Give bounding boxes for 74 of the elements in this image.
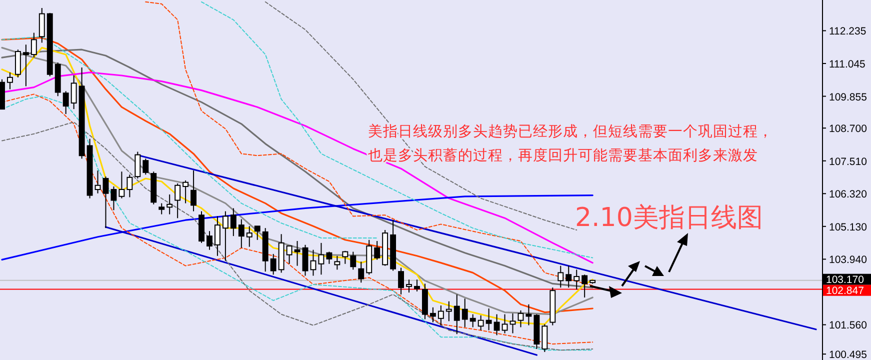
candlestick	[254, 226, 260, 240]
candlestick	[158, 202, 165, 215]
annotation: 美指日线级别多头趋势已经形成，但短线需要一个巩固过程，	[368, 123, 773, 140]
candlestick	[118, 171, 125, 199]
y-tick-label: 107.510	[829, 156, 868, 168]
candlestick	[358, 261, 364, 284]
candlestick	[126, 174, 133, 198]
candlestick	[302, 244, 308, 276]
candlestick	[414, 279, 420, 292]
candlestick	[38, 7, 45, 44]
candlestick	[166, 194, 173, 215]
candlestick	[438, 304, 444, 326]
candlestick	[502, 314, 508, 334]
candlestick	[310, 249, 316, 276]
candlestick	[454, 294, 460, 335]
candlestick	[518, 310, 524, 328]
candlestick	[134, 151, 141, 179]
candlestick	[14, 49, 21, 78]
y-tick-label: 108.700	[829, 123, 868, 136]
candlestick	[30, 32, 37, 58]
candlestick	[478, 314, 484, 331]
candlestick	[462, 298, 468, 328]
ref-line-label: 102.847	[826, 285, 864, 298]
candlestick	[238, 218, 244, 248]
candlestick	[222, 210, 228, 262]
candlestick	[22, 44, 29, 87]
y-tick-label: 106.320	[829, 188, 868, 201]
candlestick	[102, 176, 109, 229]
y-tick-label: 101.560	[829, 320, 868, 332]
candlestick	[526, 304, 532, 326]
candlestick	[470, 314, 476, 328]
y-tick-label: 109.855	[829, 91, 868, 104]
candlestick	[430, 306, 436, 323]
candlestick	[326, 251, 332, 264]
ref-line-label: 103.170	[826, 274, 864, 286]
candlestick	[334, 255, 340, 270]
candlestick	[566, 265, 572, 288]
line-series	[264, 1, 578, 230]
candlestick	[558, 265, 564, 288]
candlestick	[62, 90, 69, 115]
candlestick	[398, 267, 404, 295]
candlestick	[286, 245, 292, 264]
candlestick	[542, 324, 548, 353]
candlestick	[574, 269, 580, 290]
candlestick	[486, 308, 492, 331]
candlestick	[446, 300, 452, 322]
candlestick	[214, 216, 220, 256]
y-tick-label: 105.130	[829, 221, 868, 234]
candlestick	[318, 242, 324, 276]
candlestick	[510, 312, 516, 334]
candlestick	[582, 274, 588, 298]
candlestick	[182, 180, 189, 204]
candlestick	[110, 186, 117, 211]
candlestick	[206, 230, 212, 250]
candlestick	[406, 279, 412, 294]
candlestick	[374, 240, 380, 260]
candlestick	[494, 314, 500, 336]
y-tick-label: 100.495	[829, 349, 868, 360]
candlestick	[270, 253, 276, 276]
candlestick	[70, 74, 77, 110]
candlestick	[142, 158, 149, 176]
y-tick-label: 112.235	[829, 26, 866, 38]
y-tick-label: 111.045	[829, 58, 866, 70]
candlestick	[7, 72, 13, 90]
candlestick	[174, 182, 181, 219]
candlestick	[246, 226, 252, 248]
candlestick	[294, 240, 300, 266]
candlestick	[190, 170, 197, 212]
candlestick	[230, 208, 236, 237]
candlestick	[350, 251, 356, 270]
text: 2.10美指日线图	[575, 203, 763, 233]
candlestick	[342, 250, 348, 264]
candlestick	[94, 170, 101, 194]
y-tick-label: 103.940	[829, 254, 868, 266]
